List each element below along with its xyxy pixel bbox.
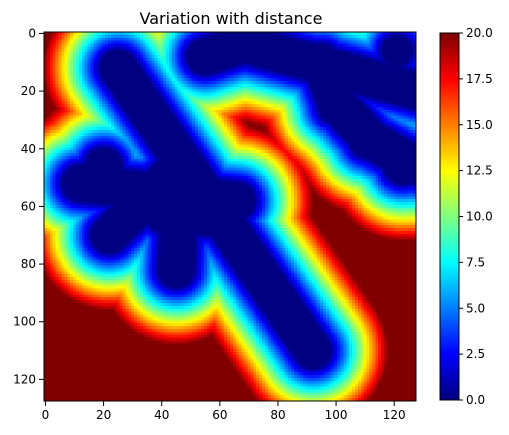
x-tick-label: 80	[270, 408, 285, 422]
x-tick-label: 100	[325, 408, 348, 422]
colorbar-tick-label: 12.5	[466, 164, 493, 178]
colorbar-gradient	[440, 33, 459, 400]
chart-title: Variation with distance	[140, 9, 323, 28]
heatmap-plot-area	[43, 31, 417, 402]
colorbar-axis: 0.0 2.5 5.0 7.5 10.0 12.5 15.0 17.5 20.0	[459, 26, 493, 407]
x-axis: 0 20 40 60 80 100 120	[42, 401, 406, 422]
x-tick-label: 60	[212, 408, 227, 422]
y-tick-label: 40	[21, 142, 36, 156]
colorbar-tick-label: 10.0	[466, 210, 493, 224]
x-tick-label: 120	[383, 408, 406, 422]
y-axis: 0 20 40 60 80 100 120	[13, 26, 44, 386]
colorbar-tick-label: 2.5	[466, 347, 485, 361]
y-tick-label: 0	[28, 26, 36, 40]
y-tick-label: 100	[13, 315, 36, 329]
colorbar-tick-label: 0.0	[466, 393, 485, 407]
y-tick-label: 20	[21, 84, 36, 98]
x-tick-label: 40	[154, 408, 169, 422]
x-tick-label: 20	[96, 408, 111, 422]
y-tick-label: 80	[21, 257, 36, 271]
colorbar-tick-label: 7.5	[466, 255, 485, 269]
colorbar-tick-label: 20.0	[466, 26, 493, 40]
colorbar-tick-label: 5.0	[466, 301, 485, 315]
colorbar-tick-label: 15.0	[466, 118, 493, 132]
colorbar: 0.0 2.5 5.0 7.5 10.0 12.5 15.0 17.5 20.0	[439, 26, 493, 407]
x-tick-label: 0	[42, 408, 50, 422]
y-tick-label: 120	[13, 372, 36, 386]
plot-frame	[43, 31, 417, 402]
y-tick-label: 60	[21, 199, 36, 213]
colorbar-tick-label: 17.5	[466, 72, 493, 86]
heatmap-image	[44, 32, 416, 401]
